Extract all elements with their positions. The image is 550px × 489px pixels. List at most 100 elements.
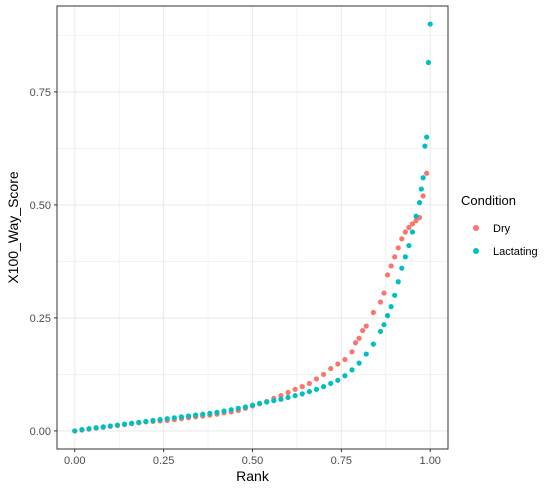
- point-lactating: [328, 380, 334, 387]
- point-lactating: [164, 416, 170, 422]
- point-dry: [342, 356, 348, 363]
- point-lactating: [150, 417, 156, 424]
- point-dry: [384, 272, 391, 278]
- point-lactating: [299, 391, 305, 397]
- point-dry: [278, 393, 284, 399]
- point-dry: [360, 327, 366, 334]
- point-lactating: [424, 134, 430, 140]
- y-tick-label: 0.75: [30, 87, 51, 99]
- point-lactating: [242, 404, 248, 410]
- point-lactating: [342, 373, 348, 379]
- x-tick-label: 0.00: [64, 455, 85, 467]
- point-lactating: [406, 242, 412, 249]
- legend-label-lactating: Lactating: [493, 246, 538, 258]
- point-lactating: [306, 388, 312, 395]
- point-lactating: [136, 419, 142, 425]
- legend: Condition Dry Lactating: [461, 193, 538, 258]
- point-lactating: [278, 396, 284, 402]
- y-tick-label: 0.50: [30, 200, 51, 212]
- point-lactating: [392, 292, 398, 298]
- point-lactating: [399, 265, 405, 271]
- point-lactating: [425, 59, 432, 66]
- point-lactating: [235, 405, 241, 411]
- point-lactating: [377, 328, 384, 335]
- point-lactating: [121, 421, 128, 427]
- point-lactating: [395, 279, 401, 285]
- point-dry: [352, 340, 359, 346]
- point-lactating: [264, 399, 270, 405]
- point-lactating: [388, 304, 394, 310]
- point-dry: [328, 365, 334, 372]
- y-tick-label: 0.00: [30, 426, 51, 438]
- point-lactating: [129, 420, 135, 426]
- point-lactating: [185, 413, 192, 419]
- point-lactating: [427, 21, 433, 27]
- point-lactating: [114, 422, 121, 428]
- point-dry: [377, 299, 384, 305]
- point-lactating: [271, 398, 277, 404]
- point-dry: [356, 335, 362, 341]
- point-lactating: [422, 143, 428, 149]
- point-dry: [395, 245, 401, 251]
- point-lactating: [249, 402, 256, 408]
- point-dry: [399, 236, 405, 242]
- point-lactating: [228, 407, 234, 413]
- point-lactating: [72, 428, 78, 434]
- data-points: [72, 21, 433, 434]
- point-dry: [349, 349, 355, 355]
- point-dry: [306, 380, 312, 387]
- point-lactating: [381, 322, 387, 328]
- x-tick-label: 0.50: [242, 455, 263, 467]
- point-dry: [363, 323, 369, 329]
- point-lactating: [409, 229, 416, 235]
- legend-key-lactating: [473, 248, 479, 254]
- point-lactating: [416, 200, 423, 206]
- point-lactating: [86, 426, 92, 432]
- point-lactating: [214, 409, 220, 415]
- point-lactating: [143, 418, 149, 425]
- point-lactating: [285, 394, 291, 401]
- point-lactating: [420, 175, 426, 181]
- point-lactating: [363, 351, 369, 357]
- point-dry: [335, 361, 341, 367]
- x-tick-label: 0.75: [331, 455, 352, 467]
- y-axis-title: X100_Way_Score: [5, 171, 21, 284]
- point-lactating: [79, 426, 85, 433]
- point-lactating: [193, 412, 199, 418]
- legend-key-dry: [473, 225, 479, 231]
- point-lactating: [335, 377, 341, 383]
- x-tick-label: 0.25: [153, 455, 174, 467]
- point-dry: [381, 290, 387, 296]
- point-lactating: [313, 386, 320, 392]
- point-lactating: [370, 341, 376, 347]
- point-lactating: [402, 254, 408, 260]
- point-lactating: [418, 186, 424, 192]
- point-lactating: [107, 423, 113, 429]
- point-lactating: [384, 313, 391, 319]
- point-dry: [402, 229, 408, 235]
- point-dry: [413, 218, 419, 224]
- point-lactating: [221, 408, 227, 414]
- point-dry: [424, 170, 430, 176]
- point-dry: [292, 386, 298, 392]
- point-dry: [299, 384, 305, 390]
- major-gridlines: [57, 6, 448, 449]
- point-dry: [392, 254, 398, 260]
- point-dry: [370, 309, 376, 316]
- point-lactating: [413, 213, 419, 219]
- point-dry: [320, 371, 327, 378]
- legend-label-dry: Dry: [493, 223, 511, 235]
- point-lactating: [257, 400, 263, 406]
- x-axis-title: Rank: [236, 468, 270, 484]
- point-dry: [409, 221, 416, 227]
- x-tick-label: 1.00: [420, 455, 441, 467]
- point-lactating: [100, 424, 106, 430]
- point-dry: [388, 263, 394, 269]
- point-lactating: [157, 417, 163, 423]
- point-lactating: [178, 414, 185, 420]
- point-dry: [285, 389, 291, 396]
- point-lactating: [171, 415, 177, 421]
- point-lactating: [356, 360, 362, 366]
- point-lactating: [207, 410, 213, 416]
